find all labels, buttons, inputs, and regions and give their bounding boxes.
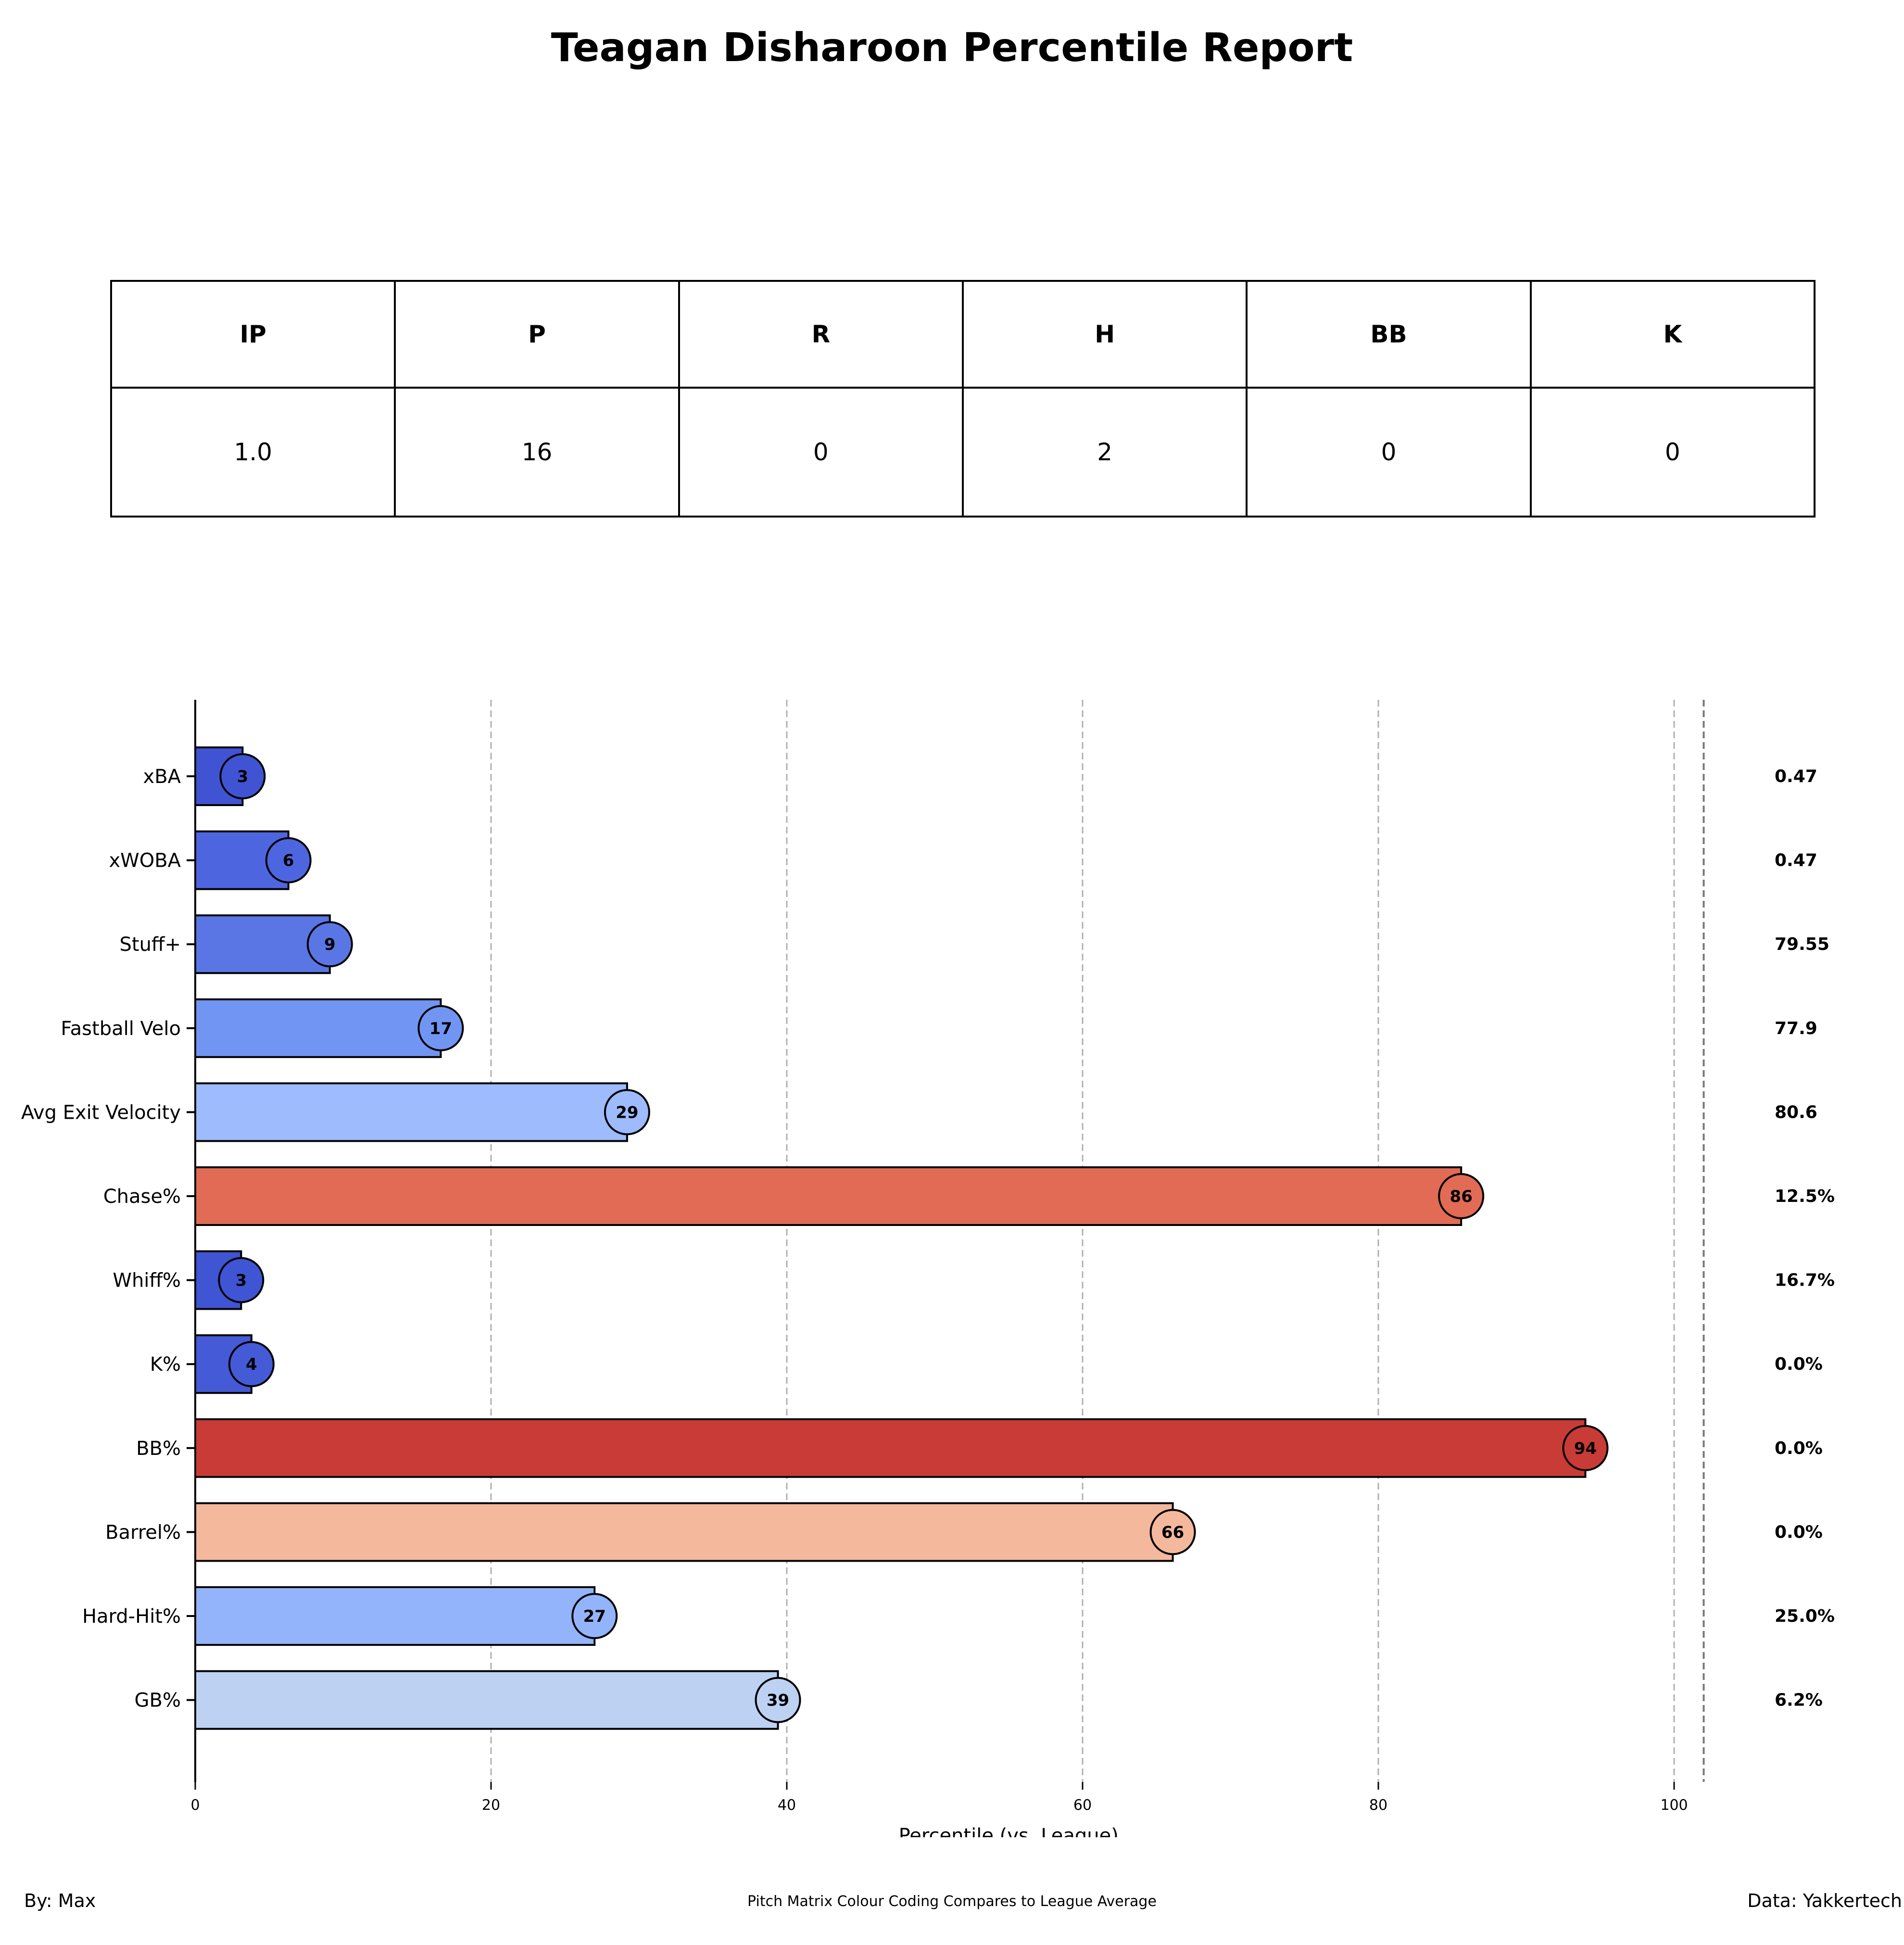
stats-header-h: H <box>961 280 1248 389</box>
percentile-label: 94 <box>1574 1439 1597 1458</box>
percentile-label: 3 <box>237 767 249 786</box>
stats-header-p: P <box>394 280 680 389</box>
stats-header-r: R <box>678 280 964 389</box>
percentile-label: 66 <box>1161 1523 1184 1542</box>
stats-value-ip: 1.0 <box>110 387 396 518</box>
bar <box>194 998 442 1058</box>
x-tick-label: 60 <box>1073 1797 1092 1814</box>
stat-value-label: 0.47 <box>1775 851 1817 871</box>
percentile-marker <box>1438 1173 1485 1219</box>
percentile-label: 39 <box>767 1691 789 1710</box>
x-tick-label: 80 <box>1369 1797 1387 1814</box>
percentile-marker <box>755 1677 801 1723</box>
percentile-label: 9 <box>324 935 336 954</box>
stat-value-label: 0.0% <box>1775 1522 1823 1542</box>
stat-value-label: 0.0% <box>1775 1354 1823 1374</box>
stat-value-label: 77.9 <box>1775 1019 1817 1038</box>
percentile-label: 6 <box>283 851 294 871</box>
stats-header-k: K <box>1529 280 1816 389</box>
percentile-label: 3 <box>235 1271 247 1290</box>
stat-value-label: 6.2% <box>1775 1691 1823 1710</box>
stats-value-bb: 0 <box>1246 387 1532 518</box>
footer-note: Pitch Matrix Colour Coding Compares to L… <box>747 1893 1157 1910</box>
category-label: BB% <box>136 1438 181 1460</box>
percentile-marker <box>1562 1425 1609 1471</box>
bar <box>194 1418 1587 1478</box>
x-axis-label: Percentile (vs. League) <box>899 1825 1119 1837</box>
stat-value-label: 16.7% <box>1775 1271 1835 1290</box>
stats-value-row: 1.0 16 0 2 0 0 <box>110 387 1816 518</box>
stats-value-k: 0 <box>1529 387 1816 518</box>
stats-table: IP P R H BB K 1.0 16 0 2 0 0 <box>110 280 1816 518</box>
percentile-label: 17 <box>429 1019 452 1038</box>
bar <box>194 1670 779 1730</box>
x-tick-label: 0 <box>190 1797 200 1814</box>
report-title: Teagan Disharoon Percentile Report <box>551 25 1353 71</box>
stats-value-p: 16 <box>394 387 680 518</box>
percentile-marker <box>417 1005 464 1051</box>
bar <box>194 1586 596 1646</box>
percentile-label: 29 <box>616 1103 638 1122</box>
category-label: Barrel% <box>105 1521 181 1543</box>
category-label: Hard-Hit% <box>82 1605 181 1628</box>
stats-value-r: 0 <box>678 387 964 518</box>
percentile-marker <box>306 921 353 968</box>
category-label: Chase% <box>103 1186 181 1208</box>
stat-value-label: 12.5% <box>1775 1187 1835 1206</box>
bar <box>194 1082 628 1142</box>
stat-value-label: 80.6 <box>1775 1102 1817 1122</box>
percentile-marker <box>604 1089 650 1136</box>
stat-value-label: 0.0% <box>1775 1439 1823 1458</box>
percentile-marker <box>228 1341 275 1388</box>
footer-source: Data: Yakkertech <box>1747 1890 1902 1911</box>
stats-header-row: IP P R H BB K <box>110 280 1816 389</box>
percentile-bar-chart: xBA 3 0.47 xWOBA 6 0.47 Stuff+ 9 79.55 Fastball V… <box>21 700 1835 1837</box>
percentile-label: 86 <box>1450 1187 1473 1206</box>
category-label: Stuff+ <box>120 934 181 956</box>
x-tick-label: 40 <box>778 1797 796 1814</box>
stat-value-label: 0.47 <box>1775 767 1817 786</box>
bar <box>194 1166 1463 1226</box>
stat-value-label: 25.0% <box>1775 1606 1835 1626</box>
x-tick-label: 100 <box>1660 1797 1688 1814</box>
category-label: GB% <box>135 1690 181 1712</box>
x-tick-label: 20 <box>482 1797 500 1814</box>
percentile-marker <box>265 837 312 884</box>
percentile-marker <box>1149 1509 1196 1555</box>
category-label: K% <box>150 1353 181 1376</box>
category-label: xBA <box>143 766 181 788</box>
footer-author: By: Max <box>24 1890 96 1911</box>
percentile-marker <box>571 1593 618 1639</box>
percentile-label: 27 <box>583 1607 606 1626</box>
stat-value-label: 79.55 <box>1775 935 1829 954</box>
category-label: Whiff% <box>113 1270 181 1292</box>
percentile-label: 4 <box>246 1355 257 1374</box>
bar <box>194 1502 1174 1562</box>
category-label: Avg Exit Velocity <box>21 1101 181 1124</box>
stats-header-ip: IP <box>110 280 396 389</box>
percentile-marker <box>218 1257 265 1303</box>
stats-value-h: 2 <box>961 387 1248 518</box>
category-label: Fastball Velo <box>61 1018 181 1040</box>
category-label: xWOBA <box>109 850 181 872</box>
percentile-marker <box>219 753 266 799</box>
stats-header-bb: BB <box>1246 280 1532 389</box>
